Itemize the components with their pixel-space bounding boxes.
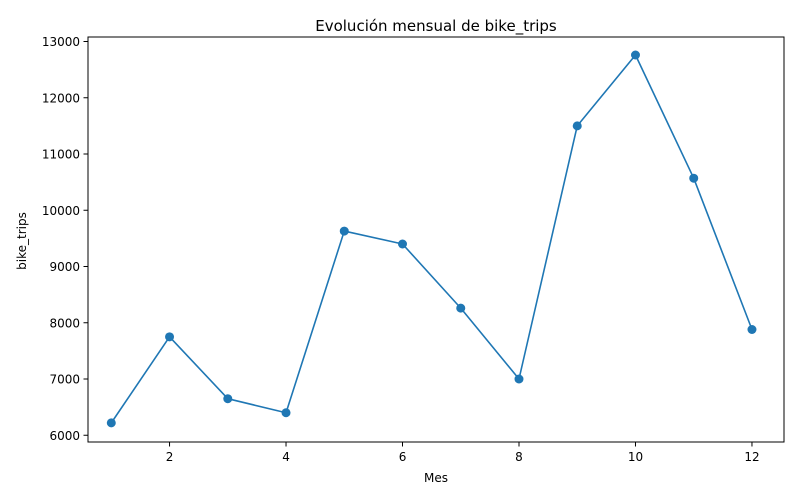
x-tick-label: 8	[515, 450, 523, 464]
plot-frame	[87, 36, 785, 443]
y-tick-label: 6000	[49, 429, 80, 443]
series-line	[110, 54, 753, 424]
plot-area	[87, 36, 785, 443]
y-tick-label: 8000	[49, 316, 80, 330]
data-point	[281, 408, 291, 418]
x-axis-label: Mes	[424, 471, 448, 485]
y-tick-label: 13000	[42, 35, 80, 49]
y-axis-ticks: 6000 7000 8000 9000 10000 11000 12000 13000	[42, 35, 88, 443]
data-point	[689, 173, 699, 183]
x-tick-label: 4	[282, 450, 290, 464]
data-point	[747, 325, 757, 334]
data-point	[456, 303, 466, 313]
x-tick-label: 12	[744, 450, 759, 464]
chart-title: Evolución mensual de bike_trips	[315, 17, 557, 36]
y-axis-label: bike_trips	[15, 212, 29, 270]
y-tick-label: 12000	[42, 91, 80, 105]
y-tick-label: 11000	[42, 148, 80, 162]
data-point	[106, 418, 116, 428]
x-tick-label: 2	[166, 450, 174, 464]
x-tick-label: 10	[628, 450, 643, 464]
x-tick-label: 6	[399, 450, 407, 464]
data-point	[572, 121, 582, 131]
data-point	[223, 394, 233, 404]
y-tick-label: 9000	[49, 260, 80, 274]
y-tick-label: 7000	[49, 373, 80, 387]
data-point	[165, 332, 175, 342]
data-point	[398, 239, 408, 249]
data-point	[514, 374, 524, 384]
x-axis-ticks: 2 4 6 8 10 12	[166, 442, 760, 464]
y-tick-label: 10000	[42, 204, 80, 218]
data-point	[630, 50, 640, 60]
data-point	[339, 226, 349, 236]
